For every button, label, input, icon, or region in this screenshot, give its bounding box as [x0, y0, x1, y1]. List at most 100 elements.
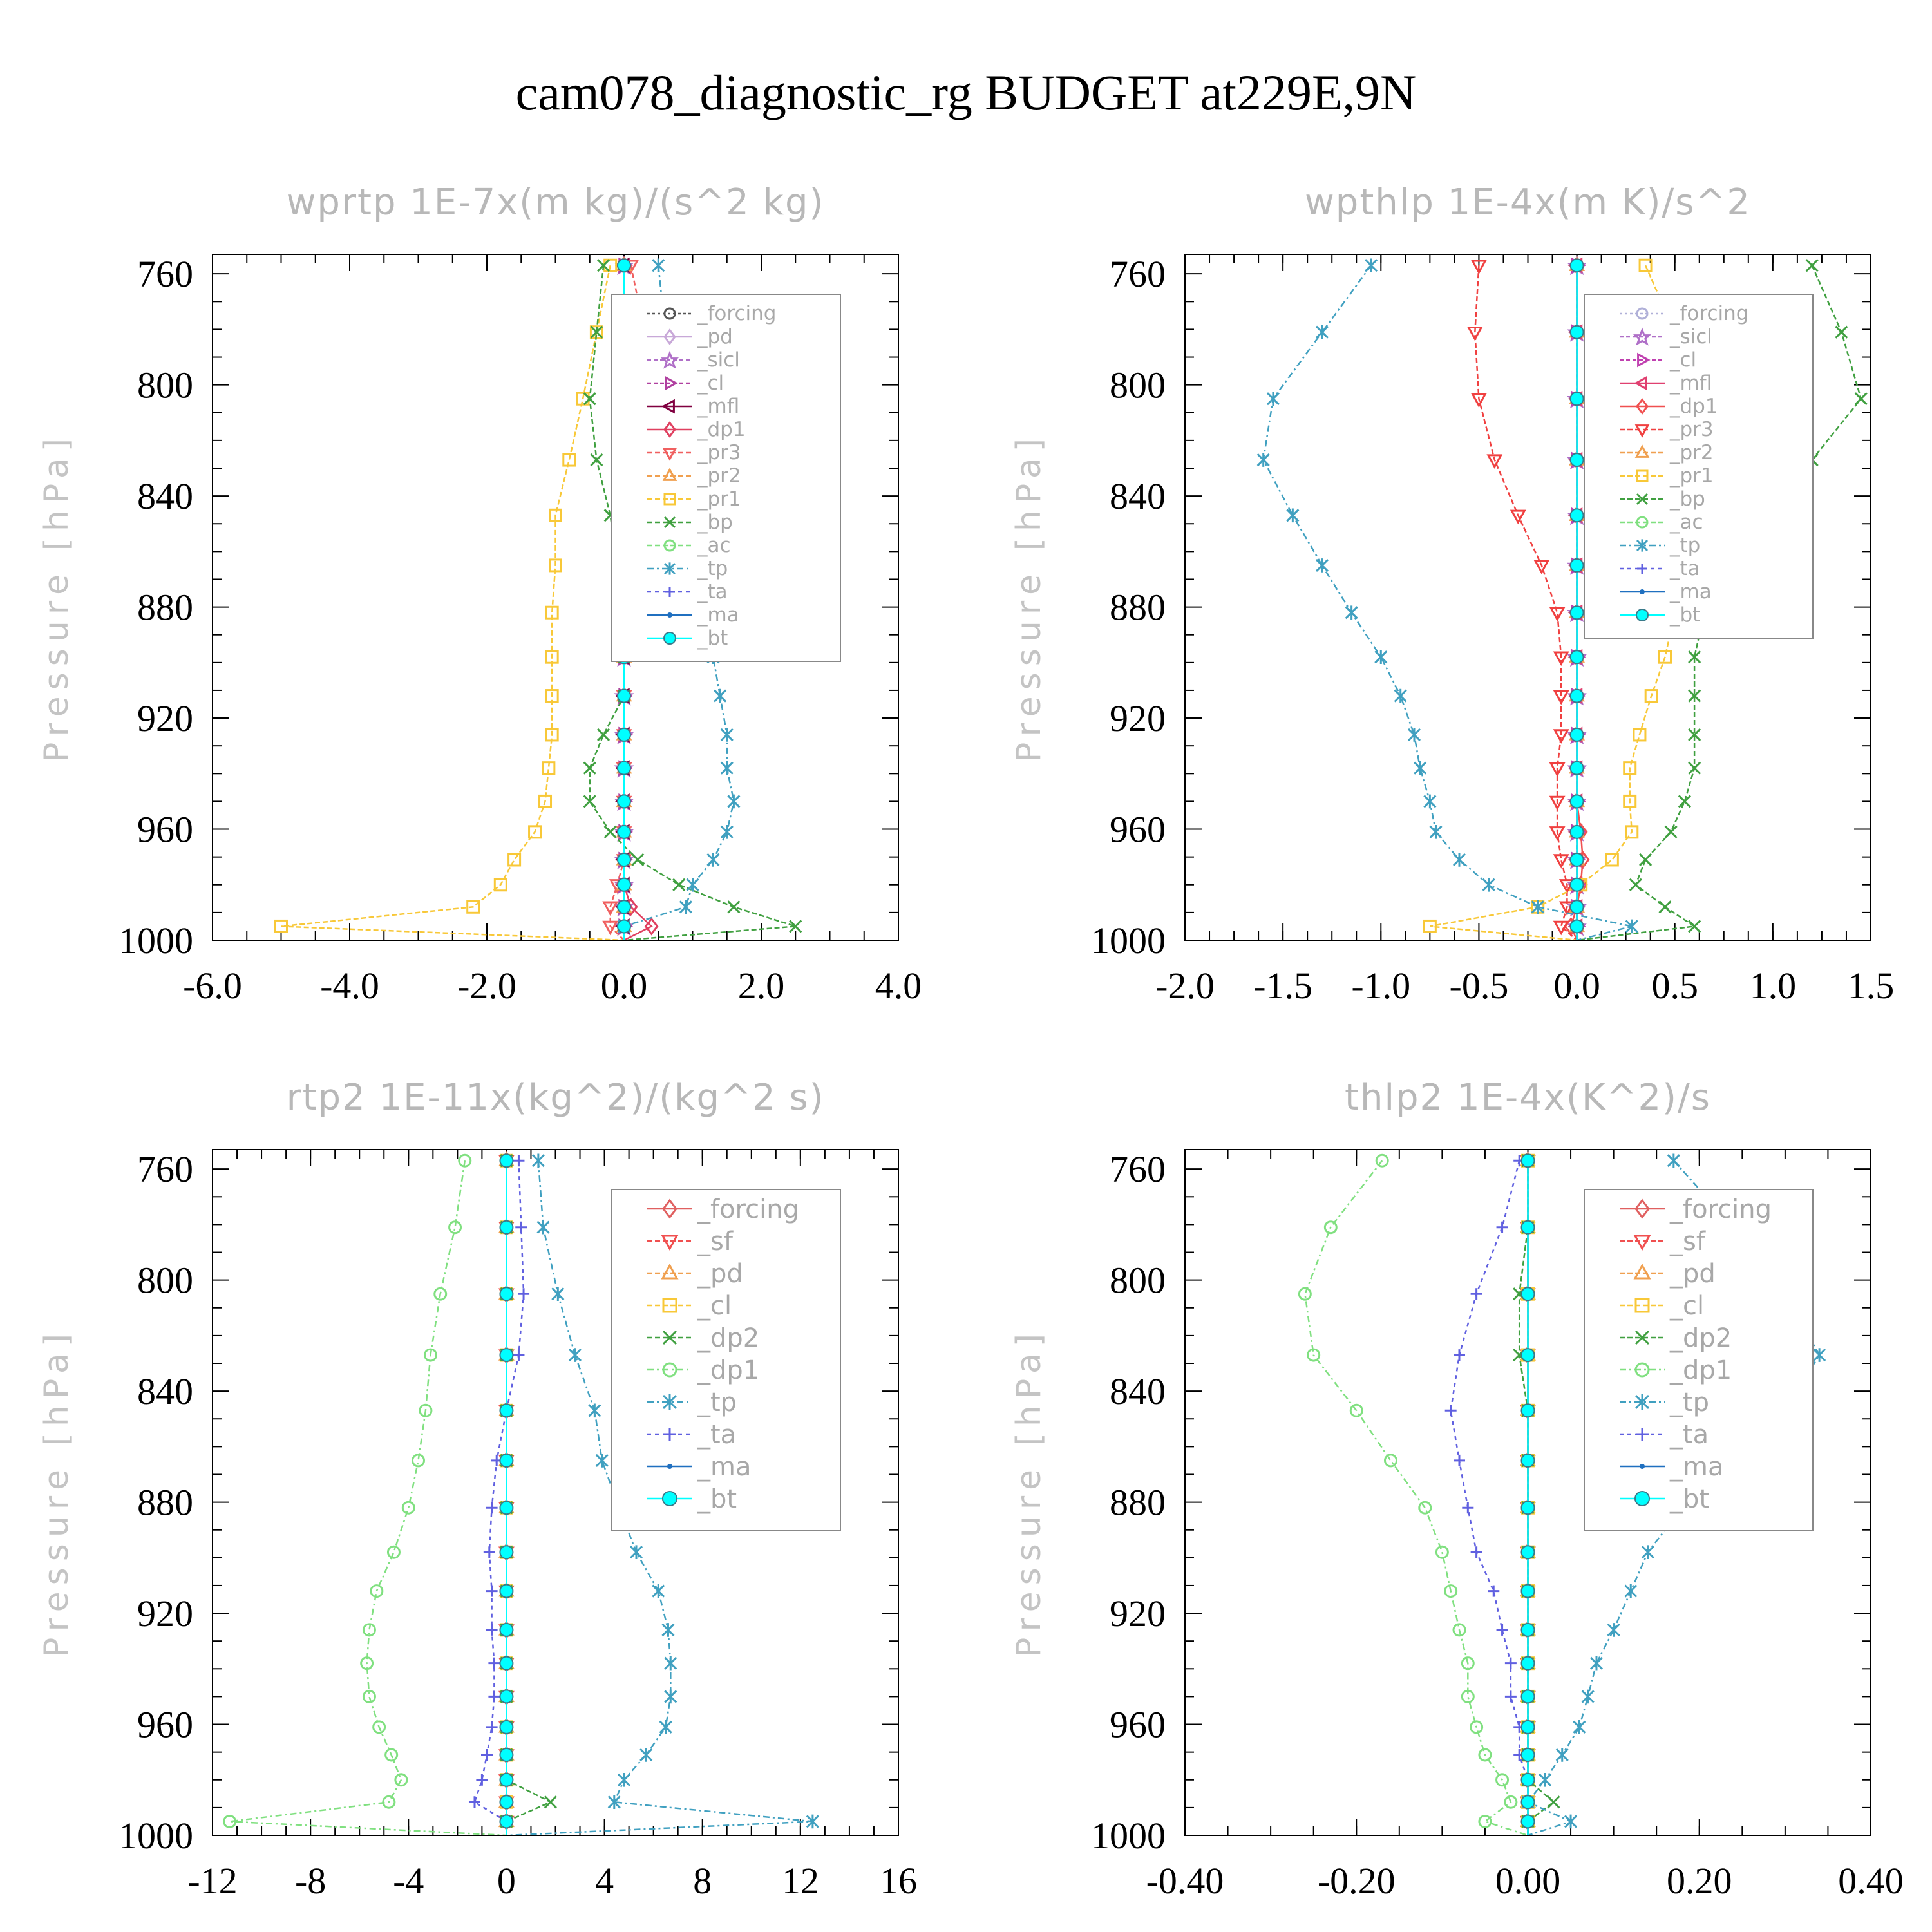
legend-label: _cl [697, 1291, 732, 1321]
data-point [499, 1622, 514, 1637]
legend-marker [1640, 589, 1645, 594]
legend-label: _cl [1669, 1291, 1704, 1321]
data-point [1520, 1545, 1535, 1560]
legend-label: _mfl [1669, 372, 1712, 395]
data-point [1569, 794, 1584, 809]
x-tick-label: 0.0 [601, 965, 648, 1007]
legend-label: _pr3 [1669, 418, 1714, 441]
data-point [1504, 1690, 1517, 1703]
x-tick-label: -0.40 [1146, 1860, 1224, 1902]
legend-label: _dp1 [697, 1356, 759, 1385]
series-group [1256, 255, 1868, 940]
data-point [223, 1814, 237, 1828]
data-point [1520, 1287, 1535, 1302]
legend-marker [1633, 327, 1652, 346]
data-point [1533, 560, 1550, 574]
data-point [513, 1155, 525, 1167]
data-point [1607, 1623, 1620, 1637]
legend-marker [661, 1235, 679, 1251]
y-tick-label: 920 [1110, 697, 1166, 739]
panel-title: thlp2 1E-4x(K^2)/s [1345, 1077, 1711, 1119]
data-point [1520, 1348, 1535, 1363]
data-point [720, 761, 734, 775]
data-point [499, 1545, 514, 1560]
legend-label: _sf [697, 1227, 734, 1256]
data-point [1298, 1287, 1312, 1301]
data-point [1569, 508, 1584, 523]
data-point [1375, 1153, 1389, 1168]
legend-marker [663, 328, 676, 345]
data-point [1555, 1748, 1569, 1762]
y-tick-label: 1000 [118, 920, 193, 961]
data-point [1569, 852, 1584, 867]
x-tick-label: 1.0 [1750, 965, 1797, 1007]
y-tick-label: 760 [1110, 1148, 1166, 1190]
data-point [617, 1772, 631, 1787]
data-point [1504, 1795, 1518, 1809]
x-tick-label: 8 [693, 1860, 712, 1902]
data-point [706, 853, 720, 867]
y-axis-label: Pressure [hPa] [1010, 1327, 1048, 1658]
data-point [639, 1748, 653, 1762]
legend-label: _forcing [697, 1195, 799, 1224]
y-tick-label: 920 [137, 697, 193, 739]
y-tick-label: 760 [137, 1148, 193, 1190]
y-tick-label: 920 [137, 1593, 193, 1634]
data-point [1256, 453, 1270, 467]
legend-marker [660, 350, 679, 369]
data-point [1520, 1689, 1535, 1704]
data-point [433, 1287, 448, 1301]
series-line [281, 265, 625, 940]
data-point [595, 1454, 609, 1468]
legend-label: _dp1 [1669, 1356, 1732, 1385]
data-point [1520, 1220, 1535, 1235]
data-point [1520, 1719, 1535, 1734]
data-point [727, 794, 741, 809]
x-tick-label: 12 [782, 1860, 819, 1902]
legend-marker [1637, 352, 1651, 368]
data-point [1569, 392, 1584, 406]
data-point [1307, 1348, 1321, 1362]
data-point [664, 1689, 677, 1704]
data-point [499, 1689, 514, 1704]
data-point [659, 1720, 672, 1734]
data-point [1531, 900, 1544, 914]
data-point [542, 761, 556, 775]
data-point [617, 688, 631, 703]
y-tick-label: 840 [137, 1370, 193, 1412]
data-point [1569, 877, 1584, 892]
legend-label: _bt [697, 1484, 737, 1514]
data-point [1639, 853, 1653, 867]
data-point [1553, 690, 1569, 705]
legend-marker [1636, 398, 1649, 415]
data-point [1581, 1689, 1595, 1704]
data-point [1454, 1349, 1465, 1361]
data-point [1549, 762, 1566, 777]
data-point [1658, 650, 1672, 664]
data-point [583, 795, 596, 808]
legend: _forcing _sf _pd_cl_dp2 _dp1 _tp _ta_ma_bt [1584, 1189, 1814, 1531]
y-tick-label: 800 [137, 365, 193, 406]
data-point [1470, 260, 1487, 275]
legend-label: _cl [697, 372, 724, 395]
legend-marker [665, 587, 675, 597]
data-point [458, 1153, 472, 1168]
data-point [499, 1501, 514, 1515]
legend-label: _bp [697, 511, 733, 534]
data-point [1495, 1773, 1510, 1787]
legend-marker [662, 1362, 677, 1378]
data-point [1564, 1814, 1578, 1829]
legend-label: _tp [697, 557, 728, 580]
legend-label: _sicl [1669, 325, 1712, 348]
data-point [486, 1624, 498, 1636]
data-point [1629, 878, 1642, 891]
series-group [223, 1151, 819, 1835]
data-point [1323, 1220, 1338, 1235]
data-point [486, 1585, 498, 1597]
data-point [631, 853, 645, 867]
legend-marker [665, 375, 678, 391]
data-point [720, 728, 734, 742]
x-tick-label: -4.0 [320, 965, 379, 1007]
data-point [362, 1623, 376, 1637]
x-tick-label: -0.5 [1450, 965, 1509, 1007]
